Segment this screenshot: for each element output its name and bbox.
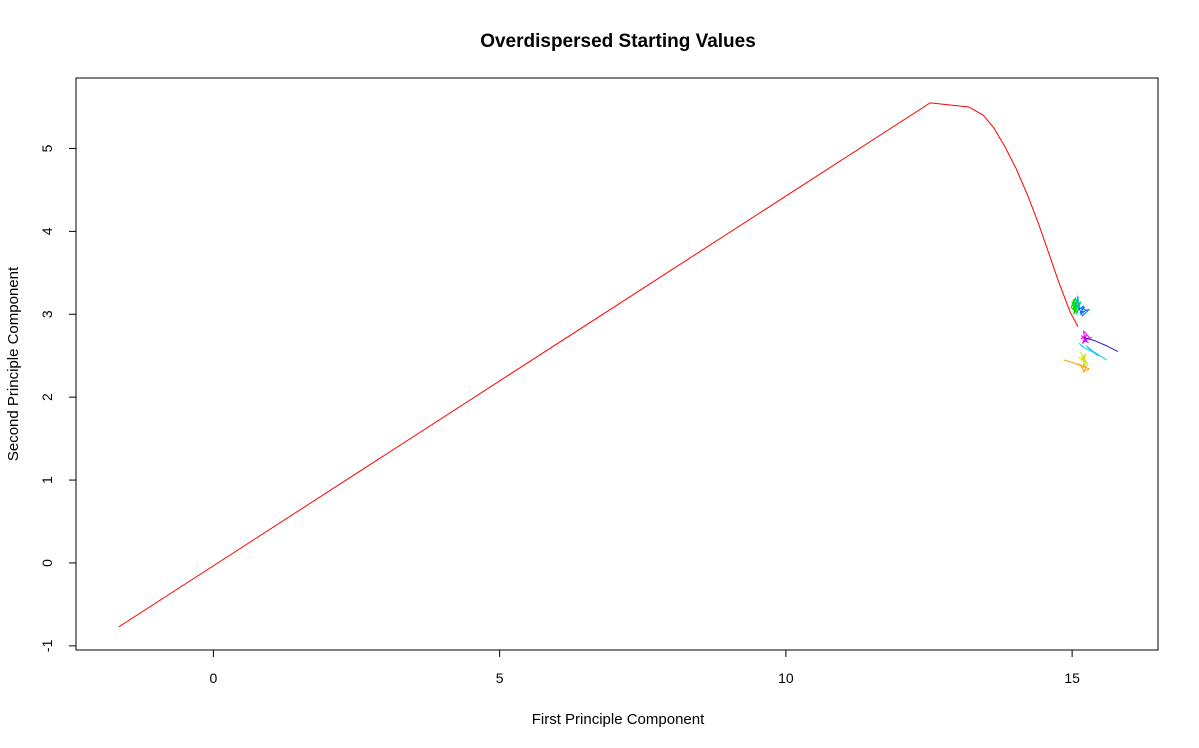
y-axis: -1 0 1 2 3 4 5 xyxy=(39,144,77,652)
y-tick-label: 5 xyxy=(39,144,55,152)
series-line-9 xyxy=(1063,359,1090,373)
series-line-7 xyxy=(1083,336,1119,353)
y-tick-label: 0 xyxy=(39,559,55,567)
plot-area xyxy=(118,102,1119,628)
x-tick-label: 10 xyxy=(778,670,794,686)
series-line-6 xyxy=(1080,330,1093,344)
y-axis-label: Second Principle Component xyxy=(5,266,22,461)
y-tick-label: -1 xyxy=(39,639,55,652)
x-tick-label: 15 xyxy=(1064,670,1080,686)
y-tick-label: 1 xyxy=(39,476,55,484)
y-tick-label: 2 xyxy=(39,393,55,401)
x-axis-label: First Principle Component xyxy=(532,711,705,728)
y-tick-label: 4 xyxy=(39,227,55,235)
x-tick-label: 5 xyxy=(496,670,504,686)
x-axis: 0 5 10 15 xyxy=(209,649,1080,686)
chart-title: Overdispersed Starting Values xyxy=(480,31,756,52)
y-tick-label: 3 xyxy=(39,310,55,318)
series-line-8 xyxy=(1078,351,1089,369)
series-line-4 xyxy=(1077,305,1090,317)
series-line-5 xyxy=(1078,342,1107,361)
plot-frame xyxy=(75,77,1159,651)
series-line-3 xyxy=(1074,295,1082,315)
x-tick-label: 0 xyxy=(209,670,217,686)
series-line-1 xyxy=(118,102,1079,628)
